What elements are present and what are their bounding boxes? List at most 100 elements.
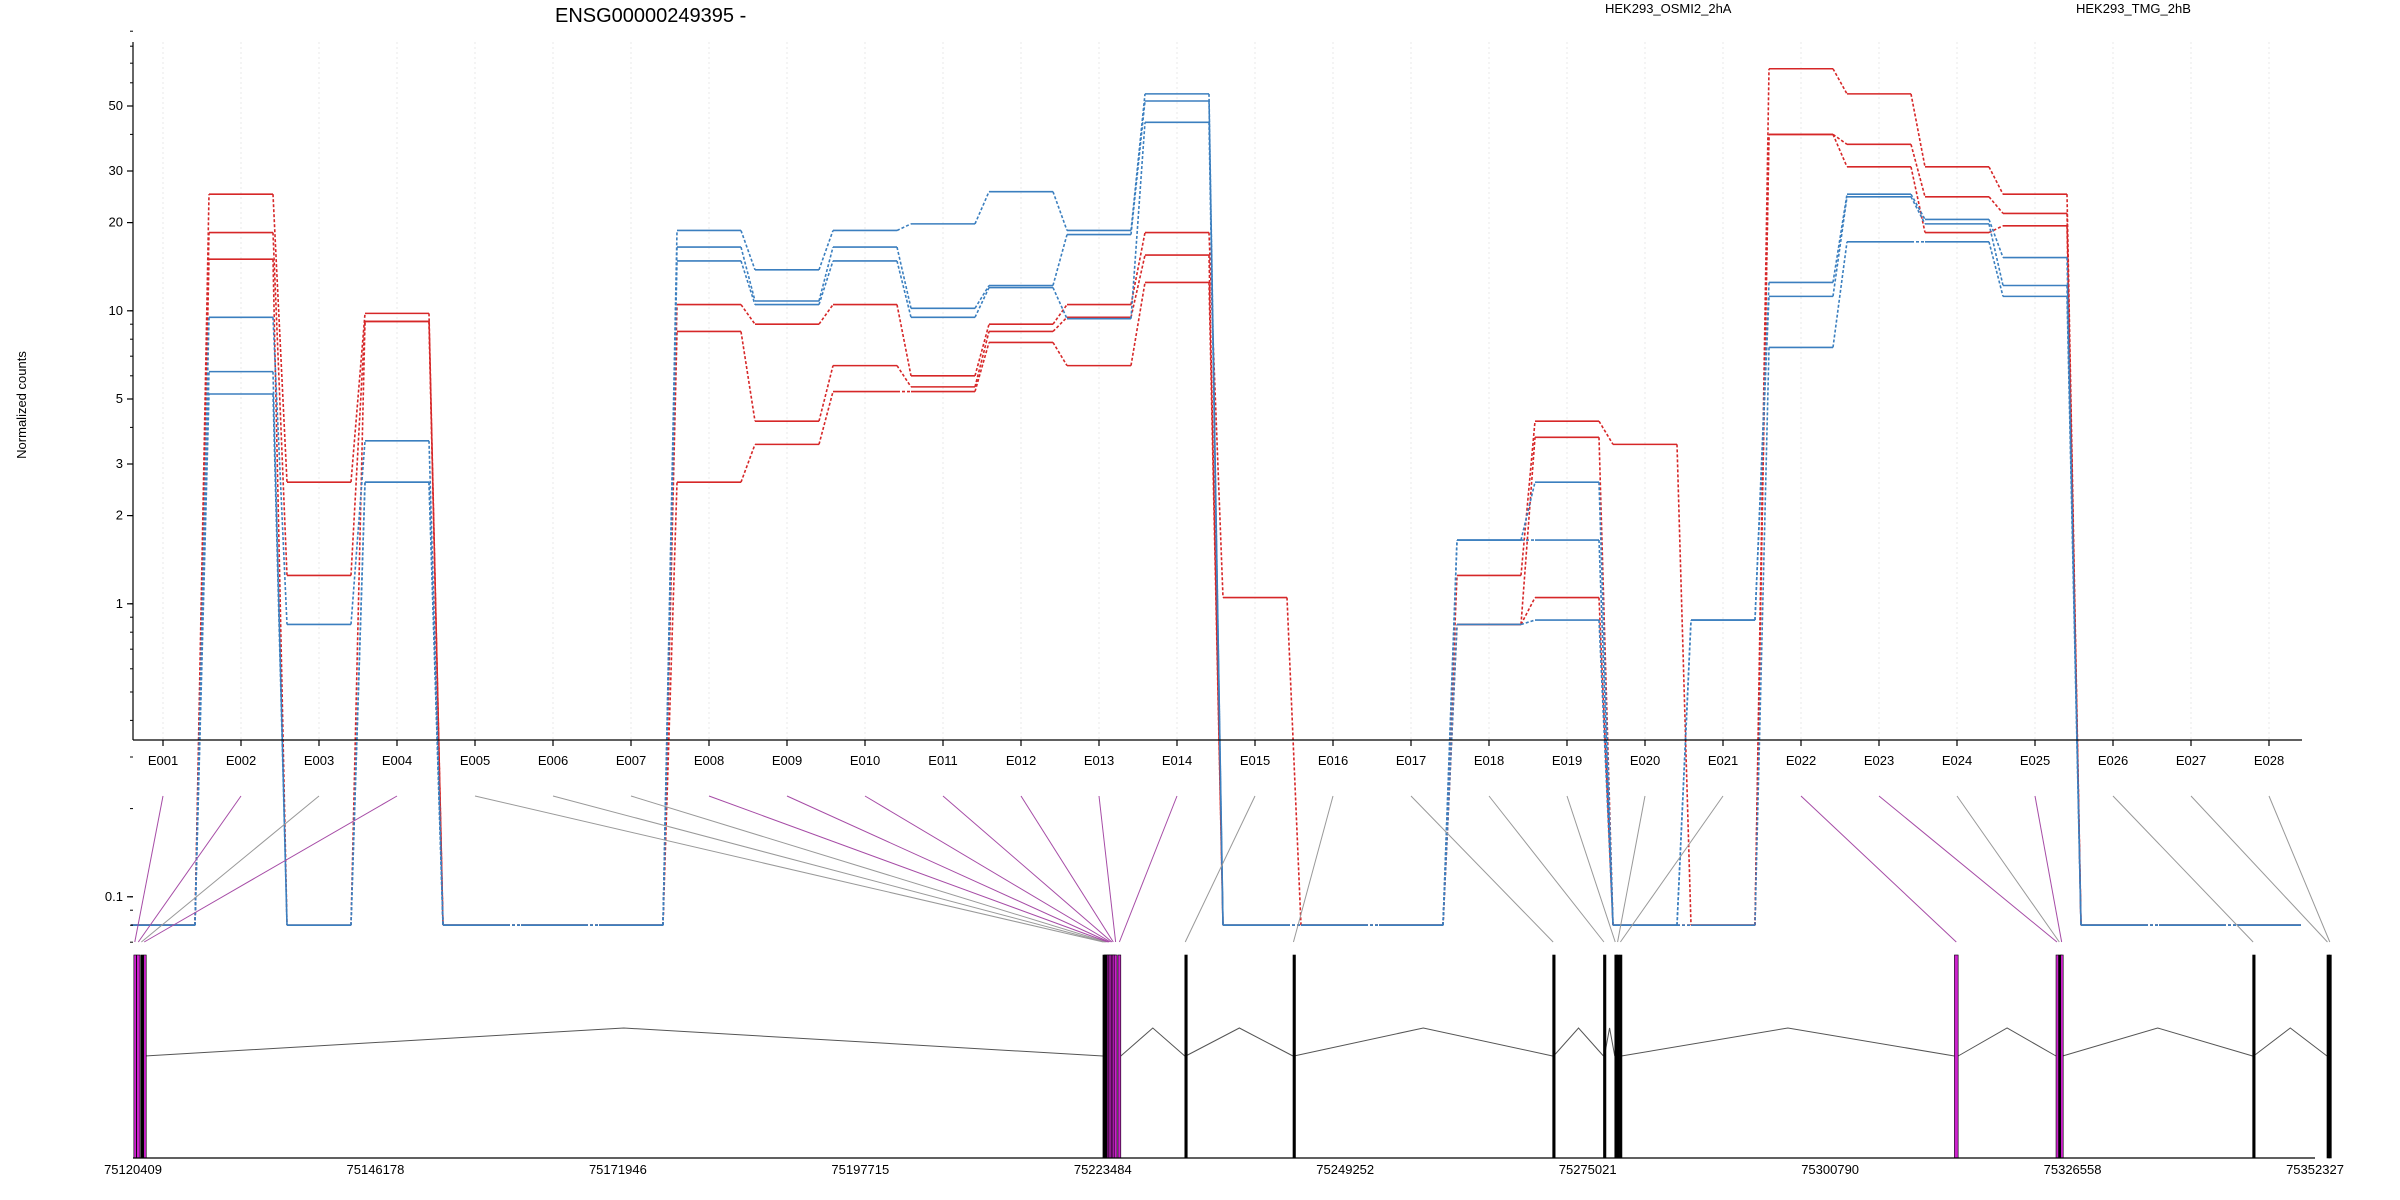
y-tick-label: 10 (109, 303, 123, 318)
plot-grid (162, 42, 2270, 740)
connector-e013 (1098, 795, 1117, 943)
connector-e010 (864, 795, 1111, 943)
x-tick-label-e010: E010 (850, 753, 880, 768)
x-tick-label-e026: E026 (2098, 753, 2128, 768)
x-tick-label-e018: E018 (1474, 753, 1504, 768)
x-tick-label-e012: E012 (1006, 753, 1036, 768)
connector-e007 (630, 795, 1107, 943)
connector-e001 (134, 795, 164, 943)
x-tick-label-e023: E023 (1864, 753, 1894, 768)
connector-e005 (474, 795, 1104, 943)
x-tick-label-e020: E020 (1630, 753, 1660, 768)
intron (1553, 1027, 1604, 1057)
x-tick-label-e014: E014 (1162, 753, 1192, 768)
y-tick-label: 2 (116, 508, 123, 523)
genomic-tick-label: 75171946 (589, 1162, 647, 1177)
y-tick-label: 50 (109, 98, 123, 113)
x-tick-label-e015: E015 (1240, 753, 1270, 768)
y-tick-label: 1 (116, 596, 123, 611)
exon-e018 (1603, 954, 1607, 1159)
x-tick-label-e009: E009 (772, 753, 802, 768)
connector-e024 (1956, 795, 2060, 943)
plot-axes: 0.1 1 2 3 5 10 20 30 50 E001 E002 E003 E004 E005 E006 E… (105, 30, 2302, 943)
connector-e014 (1118, 795, 1178, 943)
exon-e025 (2060, 954, 2064, 1159)
connector-e019 (1566, 795, 1616, 943)
connector-e008 (708, 795, 1108, 943)
exon-e017 (1552, 954, 1556, 1159)
connector-e021 (1619, 795, 1724, 943)
x-tick-label-e019: E019 (1552, 753, 1582, 768)
exon-e026 (2252, 954, 2256, 1159)
intron (144, 1027, 1103, 1057)
genomic-tick-label: 75223484 (1074, 1162, 1132, 1177)
intron (1185, 1027, 1294, 1057)
x-tick-label-e004: E004 (382, 753, 412, 768)
x-tick-label-e001: E001 (148, 753, 178, 768)
y-tick-label: 5 (116, 391, 123, 406)
x-tick-label-e022: E022 (1786, 753, 1816, 768)
exon-e022 (1954, 954, 1959, 1159)
connector-e023 (1878, 795, 2058, 943)
exon-e002 (136, 954, 141, 1159)
exon-e016 (1292, 954, 1296, 1159)
genomic-tick-label: 75275021 (1559, 1162, 1617, 1177)
y-tick-label: 0.1 (105, 889, 123, 904)
y-axis-label: Normalized counts (14, 351, 29, 459)
x-tick-label-e013: E013 (1084, 753, 1114, 768)
series-6-transitions (194, 122, 2237, 926)
genomic-tick-label: 75352327 (2286, 1162, 2344, 1177)
connector-e027 (2190, 795, 2328, 943)
connector-e009 (786, 795, 1110, 943)
x-tick-label-e027: E027 (2176, 753, 2206, 768)
exon-e014 (1117, 954, 1122, 1159)
connector-e004 (143, 795, 398, 943)
x-tick-label-e024: E024 (1942, 753, 1972, 768)
intron (2062, 1027, 2253, 1057)
intron (1120, 1027, 1186, 1057)
y-tick-label: 20 (109, 215, 123, 230)
x-tick-label-e011: E011 (928, 753, 957, 768)
x-tick-label-e003: E003 (304, 753, 334, 768)
exon-e003 (140, 954, 144, 1159)
genomic-tick-label: 75146178 (347, 1162, 405, 1177)
x-tick-label-e002: E002 (226, 753, 256, 768)
connector-e022 (1800, 795, 1957, 943)
connector-e020 (1617, 795, 1646, 943)
x-tick-label-e021: E021 (1708, 753, 1738, 768)
x-tick-label-e006: E006 (538, 753, 568, 768)
exon-e028 (2328, 954, 2332, 1159)
genomic-tick-label: 75120409 (104, 1162, 162, 1177)
chart-title: ENSG00000249395 - (555, 5, 746, 27)
series-6-line (131, 121, 2301, 926)
x-tick-label-e005: E005 (460, 753, 490, 768)
connector-e025 (2034, 795, 2063, 943)
connector-e018 (1488, 795, 1605, 943)
legend-entry-tmg: HEK293_TMG_2hB (2076, 1, 2191, 16)
legend-entry-osmi2: HEK293_OSMI2_2hA (1605, 1, 1732, 16)
gene-model: 75120409 75146178 75171946 75197715 75223484… (104, 954, 2344, 1177)
genomic-tick-label: 75197715 (831, 1162, 889, 1177)
intron (2253, 1027, 2328, 1057)
connector-e028 (2268, 795, 2331, 943)
x-tick-label-e007: E007 (616, 753, 646, 768)
connector-e011 (942, 795, 1113, 943)
intron (1293, 1027, 1553, 1057)
x-tick-label-e025: E025 (2020, 753, 2050, 768)
intron (1621, 1027, 1955, 1057)
x-tick-label-e017: E017 (1396, 753, 1426, 768)
genomic-tick-label: 75249252 (1316, 1162, 1374, 1177)
connector-e002 (137, 795, 242, 943)
y-tick-label: 30 (109, 163, 123, 178)
exon-e013 (1113, 954, 1118, 1159)
exon-e020 (1616, 954, 1620, 1159)
y-tick-label: 3 (116, 456, 123, 471)
x-tick-label-e008: E008 (694, 753, 724, 768)
connector-e015 (1184, 795, 1256, 943)
intron (1957, 1027, 2057, 1057)
x-tick-label-e016: E016 (1318, 753, 1348, 768)
connector-e016 (1292, 795, 1334, 943)
exon-e004 (143, 954, 147, 1159)
exon-e021 (1619, 954, 1623, 1159)
